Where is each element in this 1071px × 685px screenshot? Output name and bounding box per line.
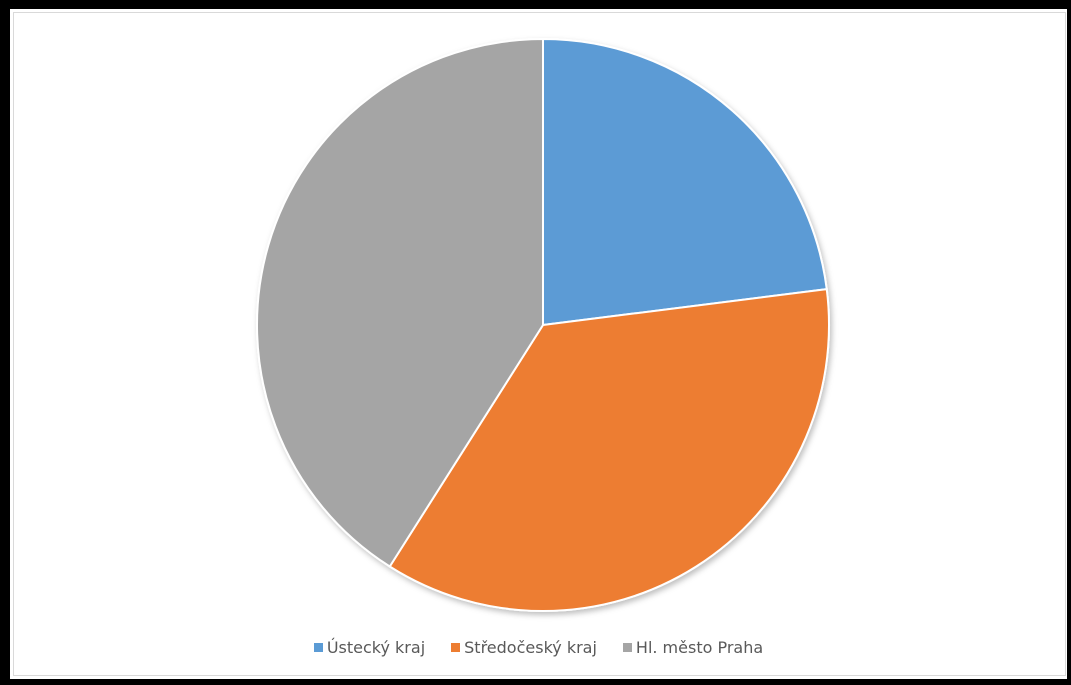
legend-swatch [451,643,461,652]
pie-slice-2 [388,288,830,612]
legend-label: Hl. město Praha [635,638,764,657]
chart-area: Ústecký kraj Středočeský kraj Hl. město Pr… [10,9,1071,679]
legend-item: Ústecký kraj [313,638,426,657]
pie-slice-3 [256,37,544,568]
chart-legend: Ústecký kraj Středočeský kraj Hl. město Pr… [10,638,1067,657]
legend-swatch [622,643,632,652]
legend-label: Středočeský kraj [464,638,597,657]
legend-item: Hl. město Praha [622,638,764,657]
legend-label: Ústecký kraj [326,638,426,657]
pie-chart [256,37,830,612]
pie-slice-1 [542,37,828,327]
legend-swatch [313,643,323,652]
legend-item: Středočeský kraj [451,638,597,657]
